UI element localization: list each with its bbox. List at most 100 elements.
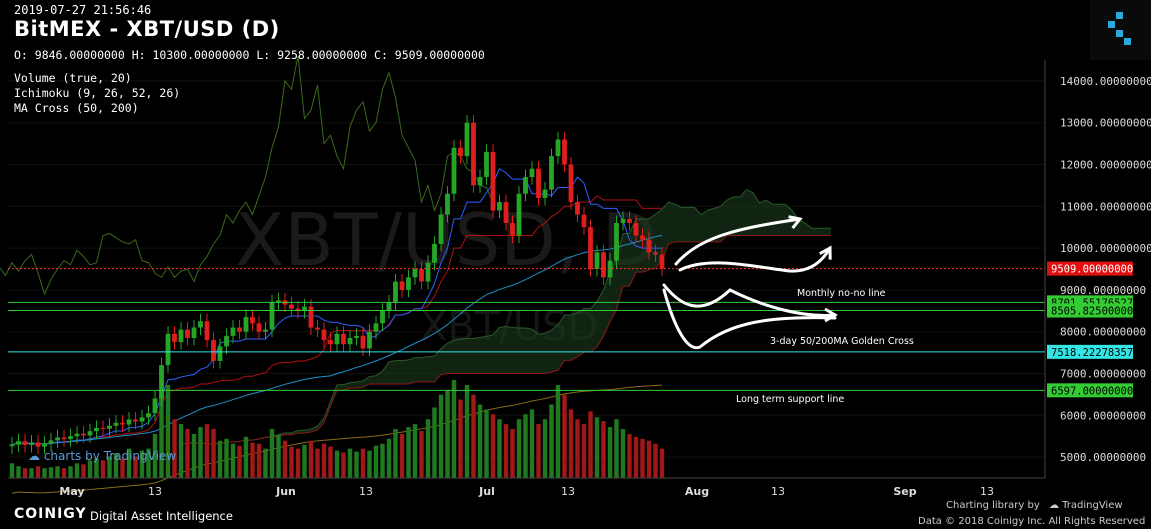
candle-body xyxy=(263,329,268,332)
candle-body xyxy=(328,340,333,345)
volume-bar xyxy=(100,460,106,478)
x-tick-label: Aug xyxy=(685,485,709,498)
y-tick-label: 11000.00000000 xyxy=(1060,200,1151,213)
volume-bar xyxy=(503,424,509,478)
volume-bar xyxy=(133,456,138,478)
candle-body xyxy=(9,444,15,447)
candle-body xyxy=(516,193,522,236)
candle-body xyxy=(315,327,320,330)
y-tick-label: 10000.00000000 xyxy=(1060,242,1151,255)
volume-bar xyxy=(568,409,574,478)
volume-bar xyxy=(386,438,392,478)
volume-bar xyxy=(360,448,366,478)
x-tick-label: 13 xyxy=(771,485,785,498)
volume-bar xyxy=(464,384,470,478)
candle-body xyxy=(360,335,366,349)
volume-bar xyxy=(471,394,476,478)
candle-body xyxy=(549,156,554,190)
indicator-volume[interactable]: Volume (true, 20) xyxy=(14,71,132,85)
candle-body xyxy=(302,306,307,311)
candle-body xyxy=(458,147,463,157)
tradingview-link[interactable]: TradingView xyxy=(1062,500,1123,511)
volume-bar xyxy=(185,429,190,478)
volume-bar xyxy=(588,411,593,478)
candle-body xyxy=(406,277,411,290)
volume-bar xyxy=(289,446,294,478)
volume-bar xyxy=(536,424,541,478)
indicator-ichimoku[interactable]: Ichimoku (9, 26, 52, 26) xyxy=(14,86,181,100)
x-tick-label: Sep xyxy=(893,485,916,498)
candle-body xyxy=(61,437,67,440)
volume-bar xyxy=(555,384,561,478)
volume-bar xyxy=(198,427,203,478)
candle-body xyxy=(146,413,151,418)
candle-body xyxy=(237,327,242,332)
candle-body xyxy=(289,304,294,309)
candle-body xyxy=(445,193,450,215)
volume-bar xyxy=(16,466,21,478)
volume-bar xyxy=(230,443,236,478)
volume-bar xyxy=(9,463,15,478)
ichimoku-span-a xyxy=(180,188,831,446)
candle-body xyxy=(224,335,229,347)
candle-body xyxy=(204,321,210,341)
ichimoku-cloud xyxy=(181,189,831,445)
indicator-ma-cross[interactable]: MA Cross (50, 200) xyxy=(14,101,139,115)
volume-bar xyxy=(29,468,34,478)
y-tick-label: 6000.00000000 xyxy=(1060,409,1146,422)
volume-bar xyxy=(347,448,353,478)
candle-body xyxy=(646,239,652,253)
candle-body xyxy=(276,300,281,303)
coinigy-icon[interactable] xyxy=(1090,0,1151,60)
candle-body xyxy=(451,147,457,194)
volume-bar xyxy=(614,419,619,478)
candle-body xyxy=(133,419,138,422)
candle-body xyxy=(334,333,340,345)
volume-bar xyxy=(523,414,528,478)
volume-bar xyxy=(126,448,132,478)
candle-body xyxy=(464,122,470,157)
chikou-span xyxy=(0,55,494,296)
volume-bar xyxy=(295,448,301,478)
charting-library-credit[interactable]: Charting library by ☁ TradingView xyxy=(946,500,1123,511)
volume-bar xyxy=(217,440,223,478)
coinigy-tagline: Digital Asset Intelligence xyxy=(90,509,233,523)
candle-body xyxy=(620,218,626,224)
volume-bar xyxy=(510,429,515,478)
candle-body xyxy=(412,269,418,278)
volume-bar xyxy=(211,429,216,478)
candle-body xyxy=(81,433,86,436)
arrow-head xyxy=(819,245,832,260)
candle-body xyxy=(653,252,658,255)
price-label-box xyxy=(1047,344,1133,359)
candle-body xyxy=(16,441,21,445)
candle-body xyxy=(139,417,145,422)
volume-bar xyxy=(419,430,424,478)
volume-bar xyxy=(445,389,450,478)
tradingview-cloud-icon: ☁ xyxy=(1048,500,1059,511)
candle-body xyxy=(594,252,600,269)
candle-body xyxy=(568,164,574,203)
volume-bar xyxy=(243,436,249,478)
candle-body xyxy=(425,262,431,282)
volume-bar xyxy=(516,419,522,478)
volume-bar xyxy=(55,466,60,478)
tradingview-watermark: ☁ charts by TradingView xyxy=(28,449,176,463)
ohlc-readout: O: 9846.00000000 H: 10300.00000000 L: 92… xyxy=(14,48,485,62)
candle-body xyxy=(185,329,190,338)
x-tick-label: 13 xyxy=(359,485,373,498)
volume-bar xyxy=(334,450,340,478)
candle-body xyxy=(367,331,372,349)
volume-bar xyxy=(659,448,665,478)
candle-body xyxy=(503,202,509,224)
candle-body xyxy=(347,337,353,345)
volume-bar xyxy=(406,427,411,478)
volume-bar xyxy=(237,445,242,478)
candle-body xyxy=(633,223,639,236)
drawn-arrow xyxy=(662,288,837,350)
candle-body xyxy=(172,333,177,343)
coinigy-logo[interactable]: COINIGY xyxy=(14,506,87,522)
volume-bar xyxy=(542,419,548,478)
volume-bar xyxy=(139,450,145,478)
